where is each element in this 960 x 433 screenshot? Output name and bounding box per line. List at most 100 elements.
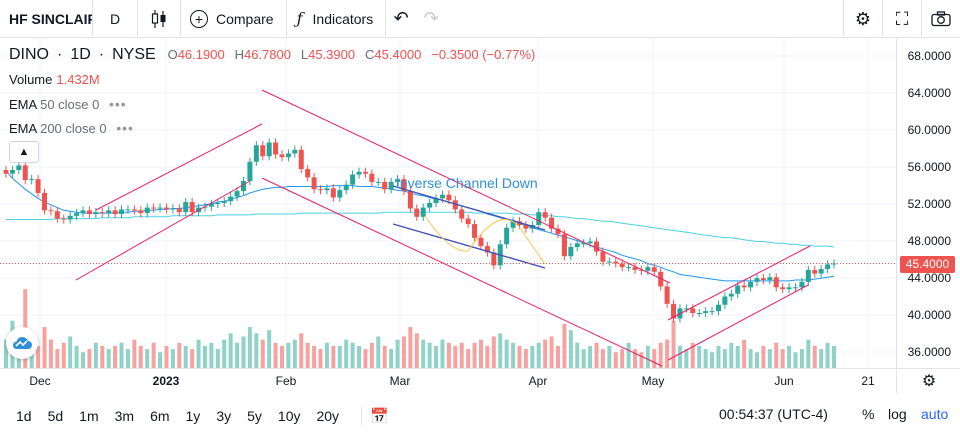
camera-icon <box>931 11 951 27</box>
range-button[interactable]: 3y <box>216 407 232 424</box>
candle-body <box>407 191 413 209</box>
volume-bar <box>754 352 759 368</box>
symbol-search-button[interactable]: HF SINCLAIR <box>9 10 92 27</box>
volume-bar <box>568 330 573 368</box>
log-toggle[interactable]: log <box>888 406 907 422</box>
volume-bar <box>55 349 60 368</box>
chart-type-button[interactable] <box>138 0 180 38</box>
candle-body <box>369 173 375 182</box>
range-button[interactable]: 5y <box>247 407 262 424</box>
auto-toggle[interactable]: auto <box>921 406 949 422</box>
indicator-volume[interactable]: Volume 1.432M <box>9 72 100 87</box>
indicator-value: 1.432M <box>56 72 100 87</box>
top-toolbar: HF SINCLAIR D + Compare ƒ Indicators ↶ ↷… <box>0 0 960 38</box>
candle-body <box>228 196 234 202</box>
candle-body <box>818 269 824 274</box>
candle-body <box>311 177 317 190</box>
candle-body <box>170 208 176 210</box>
channel-down-lower <box>261 177 663 367</box>
last-price-label: 45.4000 <box>900 256 955 273</box>
candle-body <box>626 267 632 269</box>
range-button[interactable]: 1y <box>185 407 201 424</box>
volume-bar <box>299 333 304 368</box>
legend-low-label: L <box>300 47 309 62</box>
volume-bar <box>100 345 105 368</box>
volume-bar <box>440 339 445 368</box>
volume-bar <box>671 320 676 368</box>
price-tick: 68.0000 <box>907 49 951 63</box>
volume-bar <box>793 352 798 368</box>
range-button[interactable]: 6m <box>150 407 170 424</box>
calendar-icon: 📅 <box>370 407 389 425</box>
candle-body <box>3 170 9 174</box>
candle-body <box>767 277 773 280</box>
range-button[interactable]: 10y <box>277 407 301 424</box>
volume-bar <box>247 327 252 368</box>
volume-bar <box>485 345 490 368</box>
settings-button[interactable]: ⚙ <box>844 0 882 38</box>
volume-bar <box>613 352 618 368</box>
compare-button[interactable]: + Compare <box>181 0 286 38</box>
candle-body <box>484 246 490 253</box>
candle-body <box>305 169 311 178</box>
range-button[interactable]: 5d <box>47 407 64 424</box>
volume-bar <box>324 342 329 368</box>
candle-body <box>619 263 625 268</box>
volume-bar <box>543 339 548 368</box>
indicator-ema200[interactable]: EMA 200 close 0 ••• <box>9 120 134 136</box>
symbol-legend: DINO · 1D · NYSE O46.1900 H46.7800 L45.3900 … <box>9 46 541 64</box>
clock[interactable]: 00:54:37 (UTC-4) <box>719 406 828 422</box>
volume-bar <box>677 345 682 368</box>
redo-button[interactable]: ↷ <box>416 0 446 38</box>
range-button[interactable]: 1d <box>16 407 32 424</box>
candle-body <box>292 149 298 154</box>
price-tick: 36.0000 <box>907 345 951 359</box>
price-scale[interactable]: 68.0000 64.0000 60.0000 56.0000 52.0000 48.00… <box>896 38 960 368</box>
candle-body <box>54 211 60 219</box>
candle-body <box>420 207 426 217</box>
volume-bar <box>331 345 336 368</box>
volume-bar <box>222 339 227 368</box>
drawing-annotation[interactable]: Inverse Channel Down <box>396 175 538 191</box>
more-options-icon[interactable]: ••• <box>116 120 134 136</box>
candle-body <box>350 174 356 185</box>
go-to-date-button[interactable]: 📅 <box>361 406 397 425</box>
candle-body <box>786 287 792 290</box>
volume-bar <box>748 349 753 368</box>
range-button[interactable]: 20y <box>316 407 340 424</box>
range-button[interactable]: 1m <box>79 407 99 424</box>
candle-body <box>523 225 529 229</box>
volume-bar <box>658 342 663 368</box>
undo-button[interactable]: ↶ <box>386 0 416 38</box>
candle-body <box>375 181 381 183</box>
price-chart[interactable] <box>0 38 896 368</box>
volume-bar <box>491 336 496 368</box>
percent-toggle[interactable]: % <box>862 406 875 422</box>
time-axis[interactable]: Dec 2023 Feb Mar Apr May Jun 21 <box>0 368 896 393</box>
fullscreen-button[interactable]: ⛶ <box>883 0 921 38</box>
candle-body <box>61 218 67 220</box>
volume-bar <box>742 339 747 368</box>
legend-exchange: NYSE <box>112 46 156 63</box>
candle-body <box>163 207 169 210</box>
volume-bar <box>549 336 554 368</box>
logo-button[interactable] <box>6 327 38 359</box>
volume-bar <box>716 345 721 368</box>
collapse-legend-button[interactable]: ▲ <box>9 141 39 163</box>
candle-body <box>683 308 689 310</box>
legend-sep: · <box>57 46 63 63</box>
volume-bar <box>344 339 349 368</box>
axis-settings-button[interactable]: ⚙ <box>896 368 960 393</box>
range-button[interactable]: 3m <box>114 407 135 424</box>
volume-bar <box>832 345 836 368</box>
indicators-button[interactable]: ƒ Indicators <box>287 0 386 38</box>
candle-body <box>465 218 471 225</box>
interval-button[interactable]: D <box>109 10 121 27</box>
range-buttons: 1d 5d 1m 3m 6m 1y 3y 5y 10y 20y <box>0 408 347 424</box>
snapshot-button[interactable] <box>922 0 960 38</box>
candle-body <box>253 145 259 162</box>
toolbar-divider <box>843 0 844 38</box>
more-options-icon[interactable]: ••• <box>108 96 127 112</box>
volume-bar <box>369 342 374 368</box>
indicator-ema50[interactable]: EMA 50 close 0 ••• <box>9 96 127 112</box>
